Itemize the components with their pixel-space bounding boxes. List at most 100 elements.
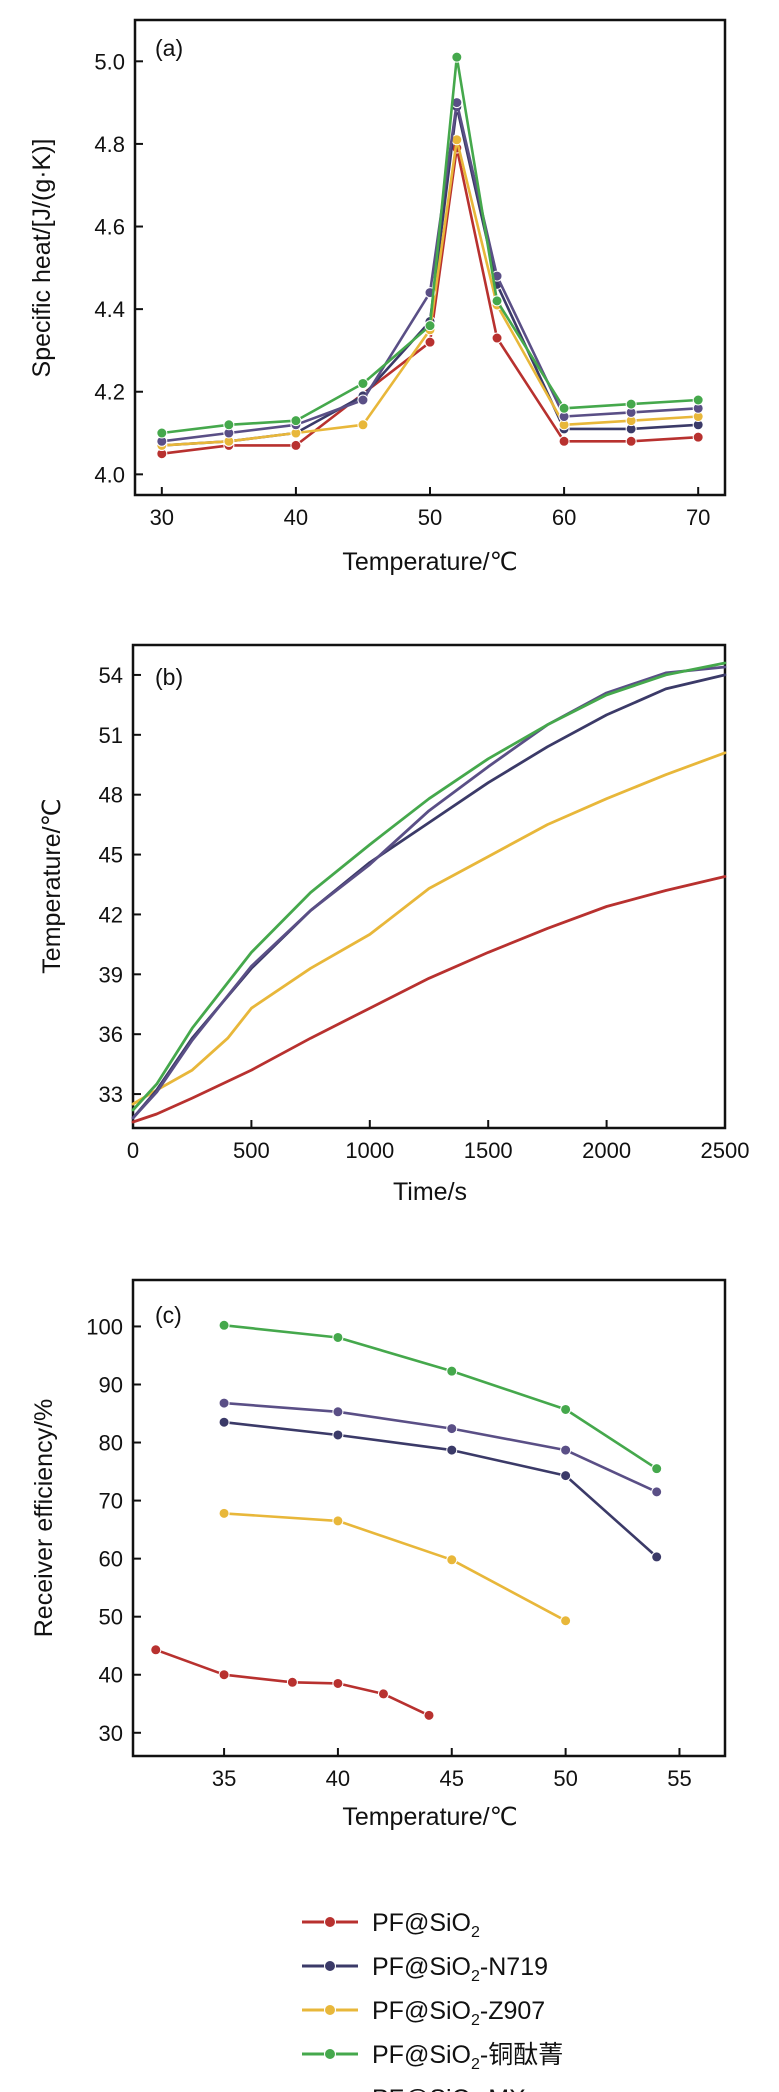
legend-entry-suffix: -Z907	[480, 1997, 545, 2025]
panel-a-data-point-pf	[290, 439, 302, 451]
panel-a-xtick-label: 30	[150, 505, 174, 530]
panel-c-data-point-z907	[446, 1554, 458, 1566]
panel-c-data-point-n719	[446, 1444, 458, 1456]
panel-a-data-point-cupc	[692, 394, 704, 406]
legend-entry-pf: PF@SiO2	[372, 1909, 480, 1941]
legend-entry-suffix: -MXene	[480, 2085, 568, 2092]
legend-entry-suffix: -铜酞菁	[480, 2041, 563, 2069]
legend-entry-base: PF@SiO	[372, 1953, 471, 1981]
panel-c-data-point-mxene	[332, 1406, 344, 1418]
panel-a-xtick-label: 40	[284, 505, 308, 530]
panel-c-data-point-pf	[423, 1709, 435, 1721]
panel-c-xtick-label: 35	[212, 1766, 236, 1791]
panel-b-ytick-label: 39	[99, 962, 123, 987]
legend-entry-subscript: 2	[471, 2012, 480, 2029]
panel-b-series-line-cupc	[131, 661, 727, 1112]
panel-a-data-point-cupc	[424, 320, 436, 332]
legend-entry-subscript: 2	[471, 1924, 480, 1941]
panel-b-series-line-z907	[131, 751, 727, 1106]
panel-a-data-point-z907	[357, 419, 369, 431]
panel-a-series-line-mxene	[160, 101, 700, 443]
panel-a-data-point-cupc	[558, 402, 570, 414]
panel-a-data-point-cupc	[357, 377, 369, 389]
panel-c-series-line-pf	[154, 1648, 431, 1717]
panel-b-ytick-label: 48	[99, 783, 123, 808]
panel-c-data-point-pf	[150, 1644, 162, 1656]
panel-b-xtick-label: 500	[233, 1138, 270, 1163]
panel-c-data-point-n719	[651, 1551, 663, 1563]
panel-b-xlabel: Time/s	[393, 1178, 467, 1206]
legend-entry-n719: PF@SiO2-N719	[372, 1953, 548, 1985]
panel-b-series-line-n719	[131, 673, 727, 1120]
panel-a-data-point-mxene	[357, 394, 369, 406]
panel-c-data-point-cupc	[332, 1331, 344, 1343]
panel-b-series	[131, 661, 727, 1124]
panel-c-ytick-label: 50	[99, 1605, 123, 1630]
panel-c-ytick-label: 90	[99, 1372, 123, 1397]
panel-a-data-point-pf	[558, 435, 570, 447]
panel-b-ytick-label: 54	[99, 663, 123, 688]
panel-a-xtick-label: 60	[552, 505, 576, 530]
panel-a-series-line-z907	[160, 138, 700, 447]
panel-a-ytick-label: 4.8	[94, 132, 125, 157]
panel-b-ytick-label: 51	[99, 723, 123, 748]
panel-a-data-point-pf	[491, 332, 503, 344]
panel-c-data-point-cupc	[218, 1319, 230, 1331]
panel-c-data-point-mxene	[218, 1397, 230, 1409]
legend-swatch-marker-pf	[324, 1916, 336, 1928]
legend-entry-base: PF@SiO	[372, 2041, 471, 2069]
legend-entry-subscript: 2	[471, 1968, 480, 1985]
legend-swatch-marker-n719	[324, 1960, 336, 1972]
panel-c-xtick-label: 45	[440, 1766, 464, 1791]
panel-a-xtick-label: 70	[686, 505, 710, 530]
legend-entry-mxene: PF@SiO2-MXene	[372, 2085, 567, 2092]
panel-b-grid: 0 500 1000 1500 2000 2500 33 36 39 42 45 48 51 54	[99, 663, 750, 1163]
panel-c-data-point-n719	[218, 1416, 230, 1428]
panel-c-series-line-cupc	[222, 1324, 658, 1470]
panel-a-specific-heat: 30 40 50 60 70 4.0 4.2 4.4 4.6 4.8 5.0 (a) Tempera…	[28, 18, 727, 576]
panel-c-data-point-pf	[286, 1676, 298, 1688]
panel-c-receiver-efficiency: 35 40 45 50 55 30 40 50 60 70 80 90 100 (c) Temperat…	[30, 1278, 727, 1831]
panel-a-data-point-cupc	[491, 295, 503, 307]
panel-c-grid: 35 40 45 50 55 30 40 50 60 70 80 90 100	[86, 1314, 691, 1791]
panel-a-data-point-cupc	[156, 427, 168, 439]
legend: PF@SiO2PF@SiO2-N719PF@SiO2-Z907PF@SiO2-铜…	[302, 1909, 567, 2092]
panel-a-ytick-label: 4.6	[94, 215, 125, 240]
panel-c-xtick-label: 40	[326, 1766, 350, 1791]
panel-c-series	[150, 1319, 663, 1721]
legend-entry-base: PF@SiO	[372, 2085, 471, 2092]
panel-c-ytick-label: 30	[99, 1721, 123, 1746]
panel-c-data-point-z907	[560, 1615, 572, 1627]
panel-a-data-point-pf	[625, 435, 637, 447]
legend-entry-z907: PF@SiO2-Z907	[372, 1997, 545, 2029]
panel-a-data-point-pf	[424, 336, 436, 348]
panel-a-series-line-cupc	[160, 55, 700, 435]
panel-c-data-point-n719	[560, 1470, 572, 1482]
panel-b-xtick-label: 0	[127, 1138, 139, 1163]
panel-a-series-line-n719	[160, 105, 700, 447]
panel-c-series-line-n719	[222, 1420, 658, 1559]
panel-a-ytick-label: 4.2	[94, 380, 125, 405]
panel-a-series	[156, 51, 704, 460]
panel-c-data-point-pf	[332, 1677, 344, 1689]
panel-c-data-point-pf	[377, 1688, 389, 1700]
panel-b-ytick-label: 36	[99, 1022, 123, 1047]
panel-c-ytick-label: 100	[86, 1314, 123, 1339]
panel-c-xtick-label: 55	[667, 1766, 691, 1791]
panel-c-data-point-cupc	[651, 1463, 663, 1475]
panel-c-data-point-z907	[218, 1507, 230, 1519]
legend-swatch-marker-cupc	[324, 2048, 336, 2060]
panel-a-xlabel: Temperature/℃	[342, 548, 517, 576]
panel-a-ytick-label: 4.0	[94, 462, 125, 487]
panel-a-ytick-label: 4.4	[94, 297, 125, 322]
panel-c-data-point-z907	[332, 1515, 344, 1527]
panel-c-data-point-mxene	[651, 1486, 663, 1498]
panel-b-series-line-mxene	[131, 665, 727, 1120]
panel-a-grid: 30 40 50 60 70 4.0 4.2 4.4 4.6 4.8 5.0	[94, 49, 710, 530]
legend-entry-base: PF@SiO	[372, 1997, 471, 2025]
panel-b-ytick-label: 33	[99, 1082, 123, 1107]
panel-a-data-point-cupc	[451, 51, 463, 63]
panel-c-ytick-label: 40	[99, 1663, 123, 1688]
panel-c-frame	[131, 1278, 727, 1758]
panel-a-xtick-label: 50	[418, 505, 442, 530]
